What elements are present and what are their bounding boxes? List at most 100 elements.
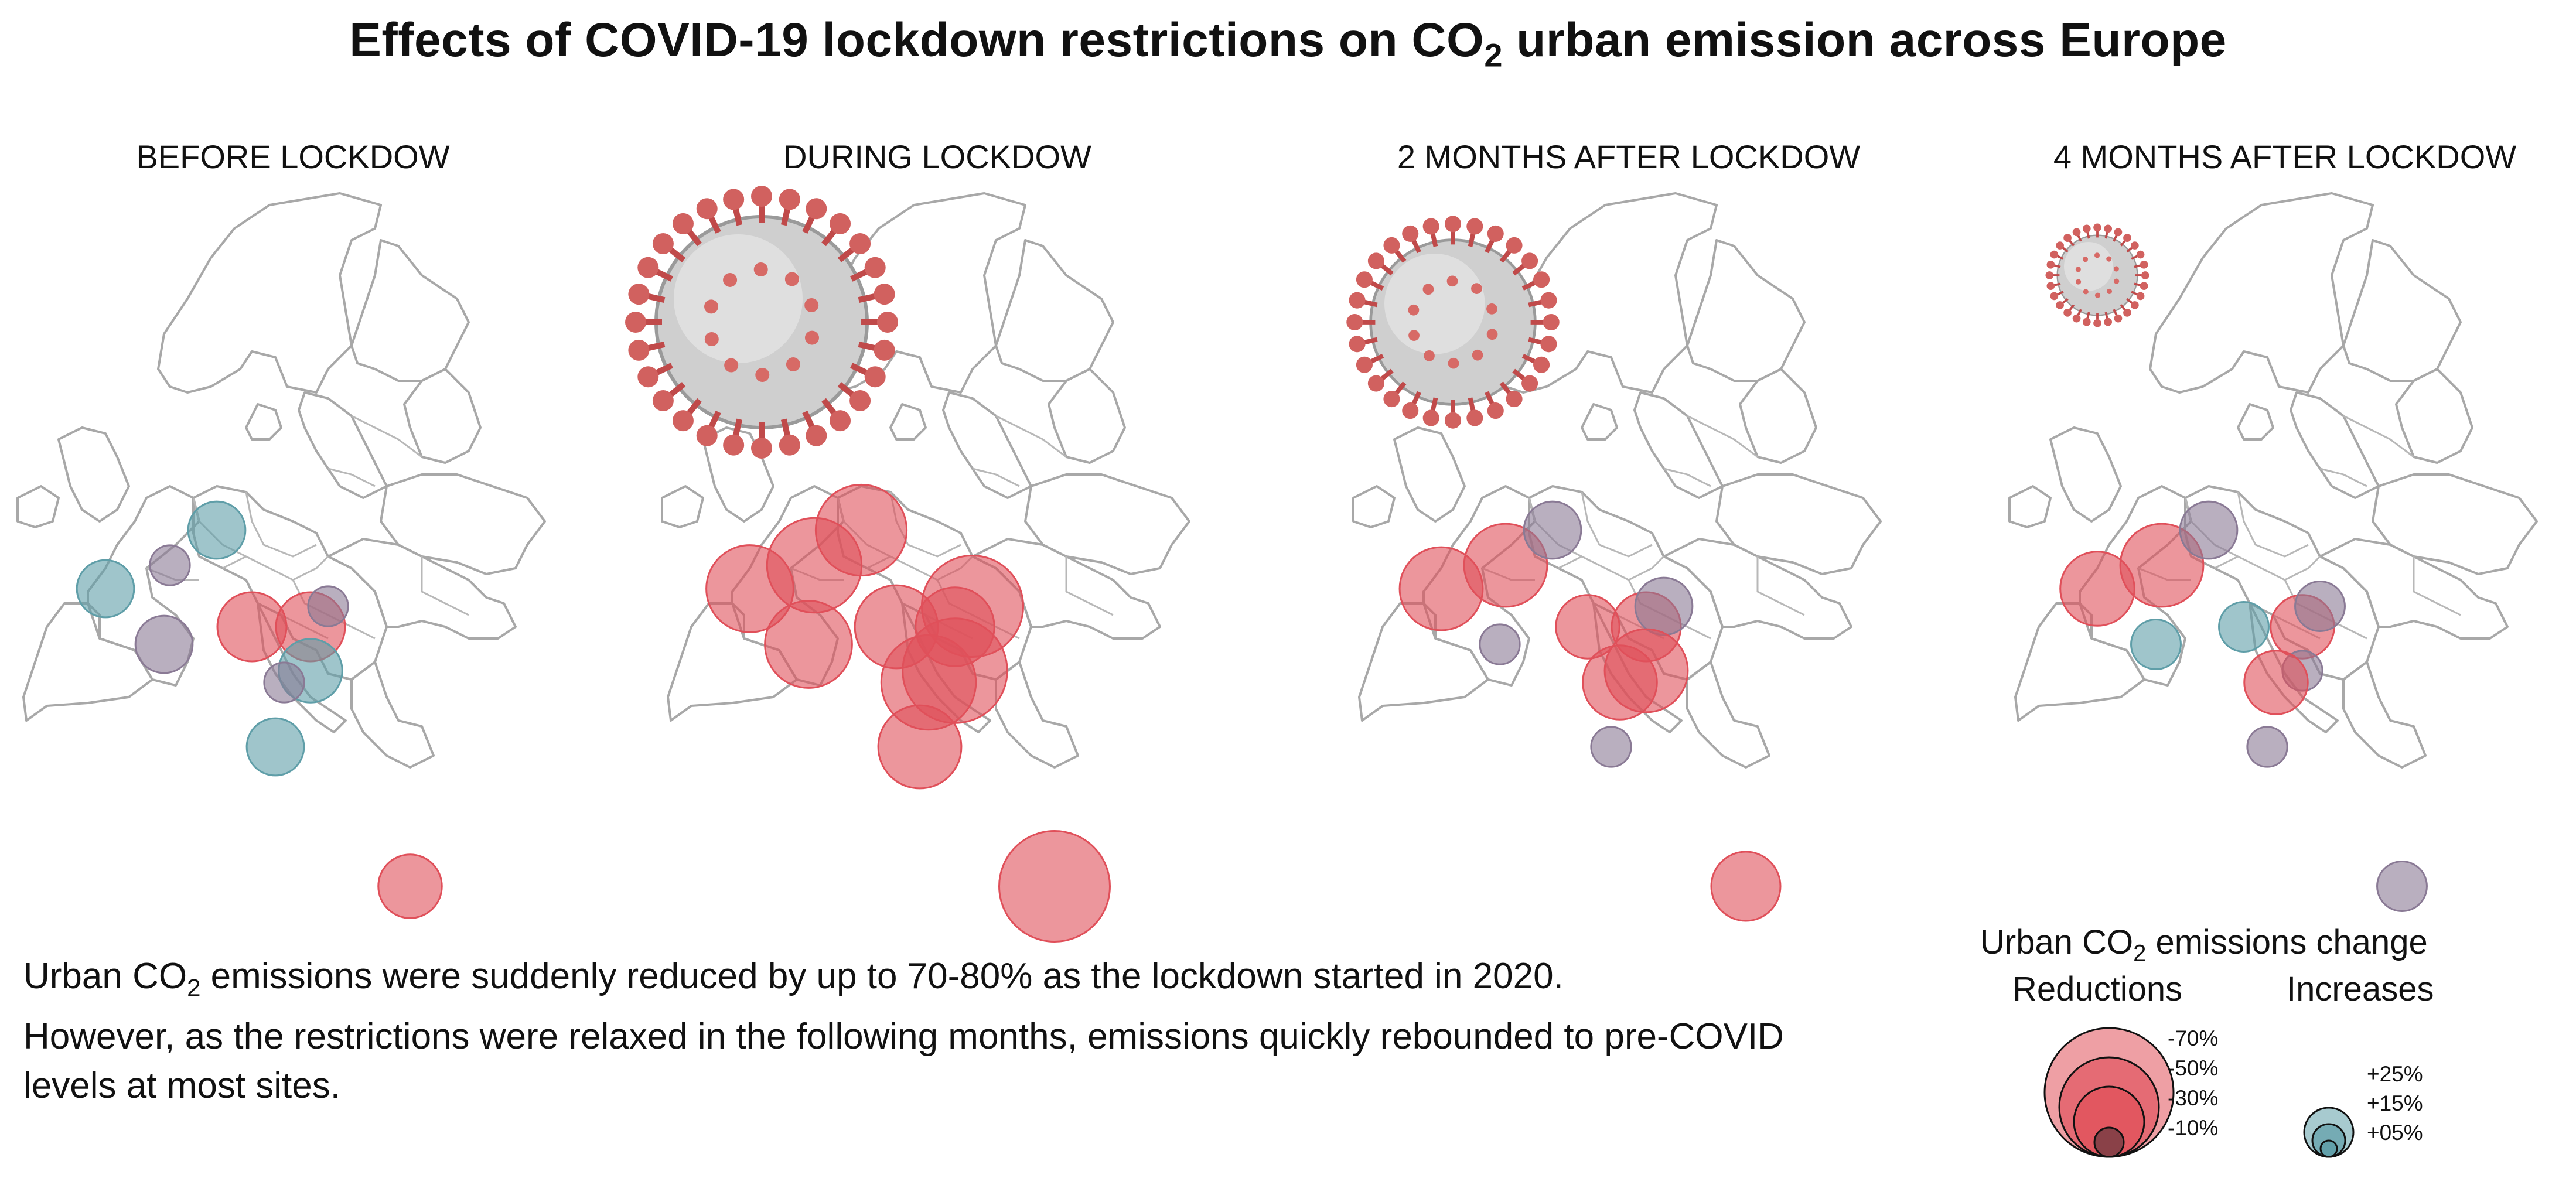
- site-paris: [2179, 500, 2239, 560]
- virus-spike-head: [2136, 292, 2145, 301]
- virus-spike-head: [696, 198, 718, 220]
- country-outline: [889, 403, 927, 441]
- virus-protein: [784, 272, 799, 286]
- caption-line-1: Urban CO2 emissions were suddenly reduce…: [23, 956, 1564, 1002]
- virus-protein: [1486, 303, 1497, 315]
- country-outline: [2342, 239, 2462, 382]
- virus-protein: [2075, 267, 2081, 272]
- virus-protein: [2094, 292, 2101, 298]
- virus-spike-head: [1540, 292, 1557, 309]
- virus-protein: [1424, 350, 1435, 361]
- virus-spike-head: [1521, 375, 1538, 392]
- virus-spike-head: [1383, 237, 1400, 254]
- country-border: [1663, 467, 1711, 487]
- virus-spike-head: [806, 425, 827, 446]
- virus-spike-head: [1444, 412, 1462, 429]
- panel-title-before: BEFORE LOCKDOW: [136, 138, 450, 175]
- legend-label-plus-05: +05%: [2367, 1121, 2423, 1145]
- country-outline: [1715, 473, 1882, 575]
- country-outline: [1024, 473, 1190, 575]
- country-border: [1065, 556, 1114, 616]
- map-4-months-after: [2008, 192, 2538, 912]
- virus-protein: [2106, 288, 2113, 294]
- virus-spike-head: [1346, 313, 1363, 331]
- legend-reductions-label: Reductions: [2012, 970, 2183, 1008]
- virus-highlight: [2064, 242, 2113, 291]
- site-palermo: [2246, 726, 2288, 768]
- virus-spike-head: [1356, 356, 1373, 373]
- virus-spike-head: [628, 339, 650, 361]
- legend-increase-circle: [2319, 1139, 2338, 1158]
- virus-protein: [753, 262, 768, 277]
- virus-spike-head: [874, 284, 895, 305]
- virus-spike-head: [1367, 375, 1384, 392]
- virus-spike-head: [2141, 271, 2149, 279]
- country-border: [245, 491, 317, 558]
- virus-protein: [704, 332, 719, 347]
- legend-symbols: [2043, 1027, 2355, 1158]
- legend-label-plus-15: +15%: [2367, 1091, 2423, 1115]
- site-paris: [1523, 500, 1582, 560]
- virus-spike-head: [1349, 336, 1366, 353]
- legend-reduction-circle: [2093, 1126, 2125, 1158]
- legend-label-minus-50: -50%: [2168, 1056, 2219, 1080]
- virus-spike-head: [830, 213, 851, 234]
- virus-spike-head: [779, 434, 800, 456]
- country-border: [421, 556, 469, 616]
- country-outline: [2049, 426, 2122, 523]
- coronavirus-icon: [1346, 216, 1560, 429]
- virus-spike-head: [696, 425, 718, 446]
- virus-spike-head: [1543, 313, 1560, 331]
- virus-spike-head: [864, 257, 886, 278]
- virus-spike-head: [2046, 282, 2055, 291]
- country-outline: [245, 403, 282, 441]
- virus-spike-head: [672, 213, 694, 234]
- panel-title-4-months: 4 MONTHS AFTER LOCKDOW: [2053, 138, 2517, 175]
- country-border: [995, 415, 1067, 458]
- country-border: [222, 555, 329, 581]
- country-outline: [995, 661, 1079, 769]
- site-london: [134, 614, 194, 674]
- site-paris: [814, 483, 908, 577]
- site-madrid: [2119, 523, 2205, 608]
- virus-spike-head: [2131, 241, 2139, 250]
- site-naples: [1582, 644, 1658, 721]
- country-outline: [22, 602, 153, 722]
- legend-label-minus-30: -30%: [2168, 1086, 2219, 1110]
- virus-spike-head: [849, 233, 871, 254]
- country-border: [2214, 555, 2321, 581]
- virus-spike-head: [2082, 317, 2091, 326]
- virus-spike-head: [806, 198, 827, 220]
- virus-spike-head: [2123, 234, 2131, 242]
- site-florence: [1634, 576, 1694, 636]
- virus-spike-head: [2056, 301, 2064, 309]
- virus-spike-head: [1444, 216, 1462, 233]
- virus-spike-head: [877, 312, 898, 333]
- site-zurich: [2218, 601, 2270, 653]
- virus-spike-head: [637, 366, 659, 388]
- virus-protein: [2114, 278, 2120, 284]
- caption-line-2: However, as the restrictions were relaxe…: [23, 1016, 1784, 1057]
- virus-protein: [1446, 275, 1458, 287]
- virus-spike-head: [2050, 250, 2059, 259]
- site-lisbon: [76, 559, 135, 619]
- virus-spike-head: [1506, 237, 1523, 254]
- virus-spike-head: [874, 339, 895, 361]
- virus-spike-head: [637, 257, 659, 278]
- virus-spike-head: [723, 189, 745, 210]
- legend-increases-label: Increases: [2287, 970, 2434, 1008]
- virus-spike-head: [1487, 402, 1504, 419]
- country-border: [351, 415, 422, 458]
- map-before-lockdown: [16, 192, 546, 919]
- country-border: [1687, 415, 1758, 458]
- country-border: [1756, 556, 1805, 616]
- map-during-lockdown: [625, 186, 1190, 943]
- coronavirus-icon: [2045, 223, 2149, 327]
- site-madrid: [149, 544, 191, 586]
- virus-spike-head: [1466, 409, 1483, 426]
- country-outline: [1686, 661, 1770, 769]
- virus-spike-head: [1356, 271, 1373, 288]
- map-2-months-after: [1346, 192, 1882, 922]
- country-outline: [2014, 602, 2145, 722]
- site-naples: [263, 661, 305, 704]
